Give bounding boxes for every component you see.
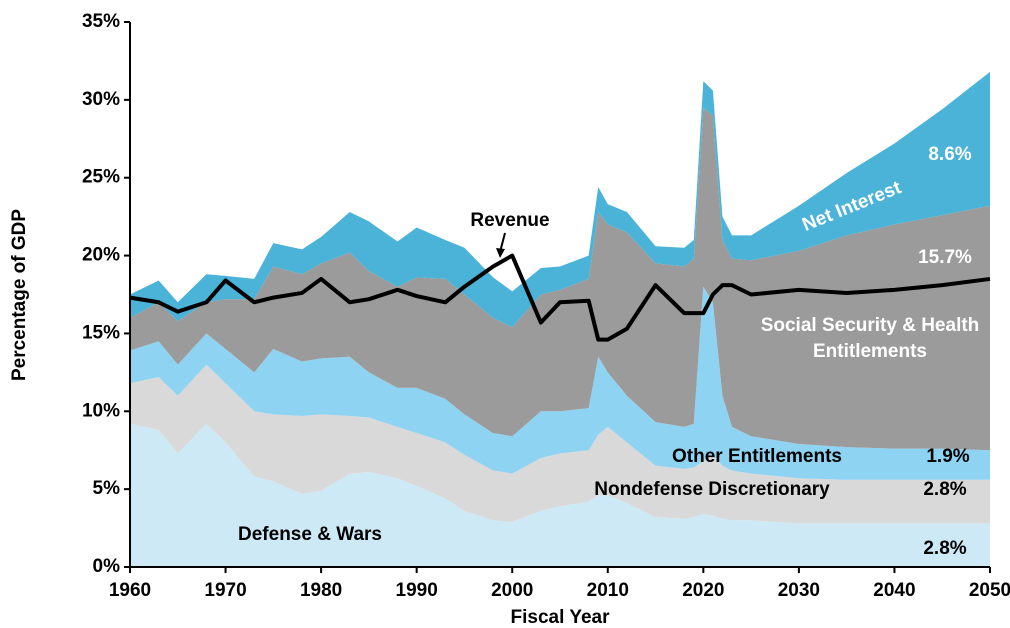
x-tick-label: 2040 — [873, 580, 915, 601]
x-tick-label: 2020 — [682, 580, 724, 601]
end-label: 2.8% — [923, 479, 966, 500]
y-tick-label: 20% — [82, 245, 120, 266]
series-label: Nondefense Discretionary — [594, 479, 830, 500]
x-tick-label: 1960 — [109, 580, 151, 601]
area — [130, 286, 990, 480]
end-label: 15.7% — [918, 247, 972, 268]
series-label: Other Entitlements — [672, 446, 842, 467]
y-tick-label: 30% — [82, 89, 120, 110]
y-tick-label: 0% — [93, 556, 121, 577]
y-tick-label: 25% — [82, 167, 120, 188]
y-tick-label: 35% — [82, 11, 120, 32]
x-tick-label: 2010 — [587, 580, 629, 601]
area — [130, 71, 990, 328]
area — [130, 107, 990, 451]
area — [130, 423, 990, 567]
end-label: 1.9% — [926, 446, 969, 467]
series-label: Social Security & Health Entitlements — [760, 315, 980, 362]
y-tick-label: 15% — [82, 322, 120, 343]
x-tick-label: 2050 — [969, 580, 1010, 601]
y-axis-title: Percentage of GDP — [9, 209, 30, 381]
x-tick-label: 2000 — [491, 580, 533, 601]
end-label: 8.6% — [928, 144, 971, 165]
x-axis-title: Fiscal Year — [511, 607, 611, 628]
y-tick-label: 5% — [93, 478, 121, 499]
x-tick-label: 2030 — [778, 580, 820, 601]
revenue-line — [129, 253, 991, 342]
y-tick-label: 10% — [82, 400, 120, 421]
x-tick-label: 1990 — [396, 580, 438, 601]
line-label: Revenue — [470, 210, 549, 231]
end-label: 2.8% — [923, 538, 966, 559]
series-label: Defense & Wars — [238, 524, 382, 545]
x-tick-label: 1970 — [204, 580, 246, 601]
area — [130, 364, 990, 524]
arrow-head — [496, 248, 505, 258]
x-tick-label: 1980 — [300, 580, 342, 601]
